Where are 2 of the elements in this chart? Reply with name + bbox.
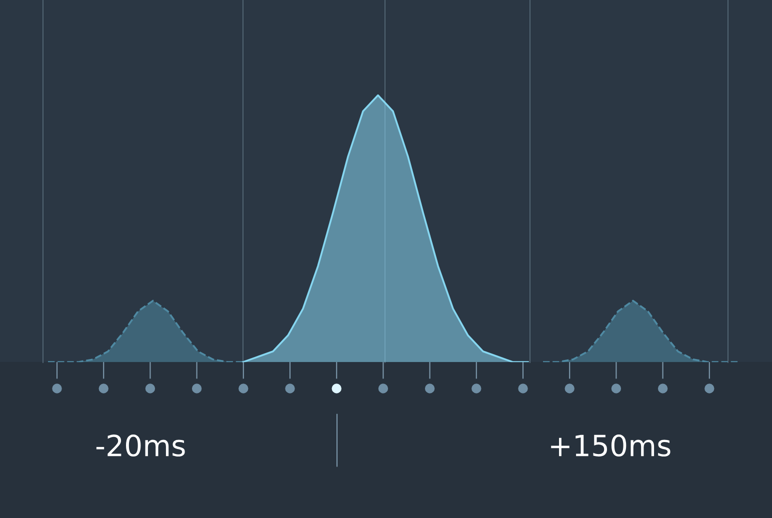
text: +150ms [551,434,670,457]
text: -20ms [96,434,185,457]
